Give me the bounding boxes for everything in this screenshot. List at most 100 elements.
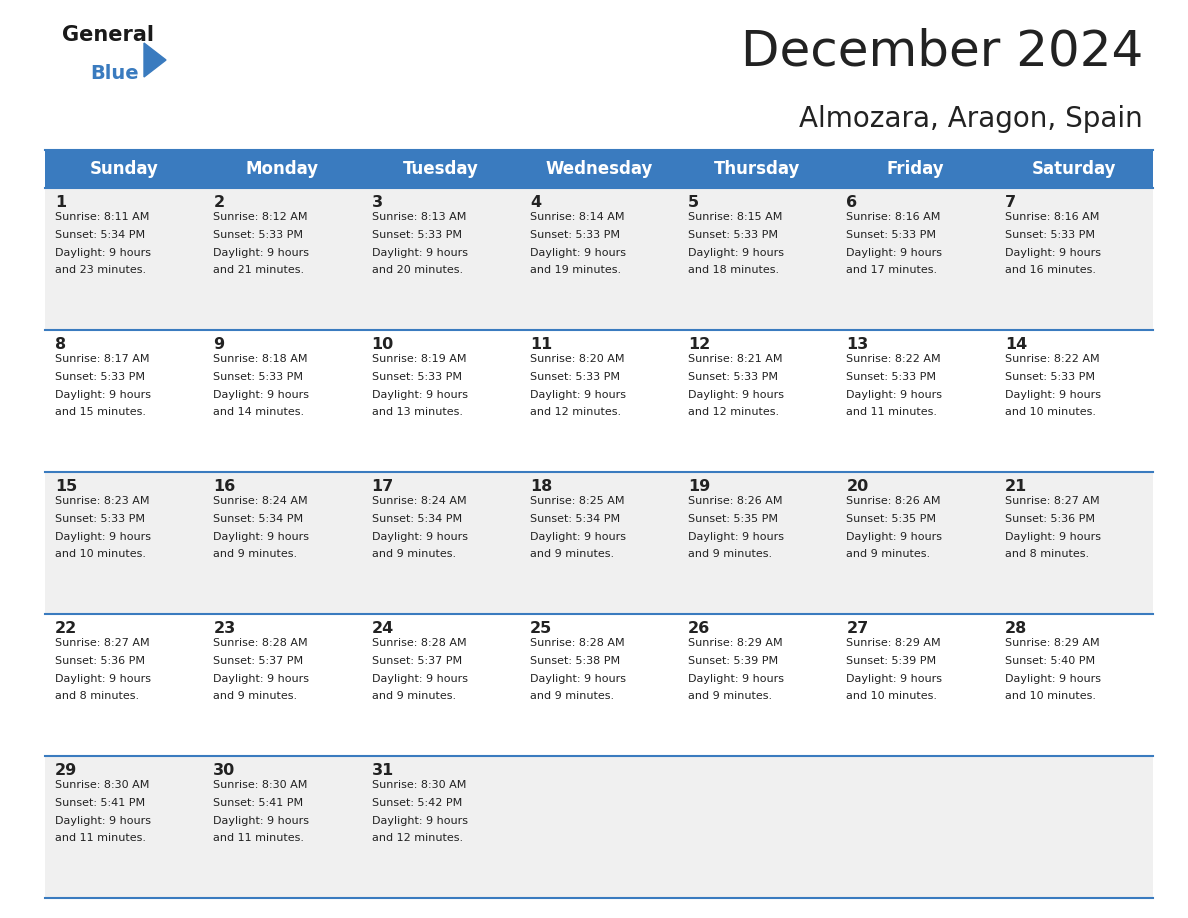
Text: Sunset: 5:39 PM: Sunset: 5:39 PM xyxy=(846,656,936,666)
Text: Sunrise: 8:22 AM: Sunrise: 8:22 AM xyxy=(1005,354,1099,364)
Text: Sunset: 5:39 PM: Sunset: 5:39 PM xyxy=(688,656,778,666)
Text: Sunset: 5:34 PM: Sunset: 5:34 PM xyxy=(214,514,303,524)
Text: Sunrise: 8:28 AM: Sunrise: 8:28 AM xyxy=(530,639,625,648)
Text: Sunset: 5:33 PM: Sunset: 5:33 PM xyxy=(846,372,936,382)
Text: 27: 27 xyxy=(846,621,868,636)
Text: Tuesday: Tuesday xyxy=(403,160,479,178)
Text: Sunset: 5:41 PM: Sunset: 5:41 PM xyxy=(214,798,303,808)
Text: Daylight: 9 hours: Daylight: 9 hours xyxy=(688,389,784,399)
Text: 22: 22 xyxy=(55,621,77,636)
Text: 26: 26 xyxy=(688,621,710,636)
Text: 12: 12 xyxy=(688,337,710,352)
Text: Saturday: Saturday xyxy=(1031,160,1116,178)
Text: Sunset: 5:35 PM: Sunset: 5:35 PM xyxy=(688,514,778,524)
Text: Sunrise: 8:11 AM: Sunrise: 8:11 AM xyxy=(55,212,150,222)
Text: 6: 6 xyxy=(846,195,858,210)
Text: Monday: Monday xyxy=(246,160,320,178)
Text: 30: 30 xyxy=(214,763,235,778)
Text: Daylight: 9 hours: Daylight: 9 hours xyxy=(530,389,626,399)
Bar xyxy=(45,188,1154,330)
Text: Daylight: 9 hours: Daylight: 9 hours xyxy=(214,532,309,542)
Text: Daylight: 9 hours: Daylight: 9 hours xyxy=(372,532,468,542)
Text: Sunset: 5:33 PM: Sunset: 5:33 PM xyxy=(530,230,620,240)
Bar xyxy=(45,150,1154,188)
Text: and 13 minutes.: and 13 minutes. xyxy=(372,407,462,417)
Bar xyxy=(45,756,1154,898)
Text: and 17 minutes.: and 17 minutes. xyxy=(846,265,937,275)
Text: Sunset: 5:33 PM: Sunset: 5:33 PM xyxy=(372,230,462,240)
Text: Sunset: 5:33 PM: Sunset: 5:33 PM xyxy=(214,372,303,382)
Text: Sunrise: 8:22 AM: Sunrise: 8:22 AM xyxy=(846,354,941,364)
Text: and 11 minutes.: and 11 minutes. xyxy=(846,407,937,417)
Text: and 11 minutes.: and 11 minutes. xyxy=(55,833,146,843)
Text: Sunrise: 8:16 AM: Sunrise: 8:16 AM xyxy=(846,212,941,222)
Text: Sunrise: 8:15 AM: Sunrise: 8:15 AM xyxy=(688,212,783,222)
Text: and 9 minutes.: and 9 minutes. xyxy=(530,691,614,701)
Text: Sunrise: 8:13 AM: Sunrise: 8:13 AM xyxy=(372,212,466,222)
Text: and 11 minutes.: and 11 minutes. xyxy=(214,833,304,843)
Text: Daylight: 9 hours: Daylight: 9 hours xyxy=(55,815,151,825)
Text: Daylight: 9 hours: Daylight: 9 hours xyxy=(846,674,942,684)
Text: 19: 19 xyxy=(688,479,710,494)
Text: 20: 20 xyxy=(846,479,868,494)
Text: 18: 18 xyxy=(530,479,552,494)
Text: Sunset: 5:37 PM: Sunset: 5:37 PM xyxy=(372,656,462,666)
Text: Sunrise: 8:24 AM: Sunrise: 8:24 AM xyxy=(372,497,466,507)
Text: Daylight: 9 hours: Daylight: 9 hours xyxy=(688,532,784,542)
Text: Daylight: 9 hours: Daylight: 9 hours xyxy=(846,248,942,258)
Text: Sunset: 5:36 PM: Sunset: 5:36 PM xyxy=(1005,514,1094,524)
Text: Daylight: 9 hours: Daylight: 9 hours xyxy=(214,674,309,684)
Text: Daylight: 9 hours: Daylight: 9 hours xyxy=(372,815,468,825)
Text: and 9 minutes.: and 9 minutes. xyxy=(214,549,297,559)
Text: Sunset: 5:33 PM: Sunset: 5:33 PM xyxy=(846,230,936,240)
Text: 16: 16 xyxy=(214,479,235,494)
Text: Sunrise: 8:24 AM: Sunrise: 8:24 AM xyxy=(214,497,308,507)
Text: Daylight: 9 hours: Daylight: 9 hours xyxy=(214,389,309,399)
Text: 4: 4 xyxy=(530,195,541,210)
Polygon shape xyxy=(144,43,166,77)
Text: and 16 minutes.: and 16 minutes. xyxy=(1005,265,1095,275)
Text: and 21 minutes.: and 21 minutes. xyxy=(214,265,304,275)
Text: Sunrise: 8:27 AM: Sunrise: 8:27 AM xyxy=(1005,497,1099,507)
Text: Blue: Blue xyxy=(90,64,139,83)
Text: 7: 7 xyxy=(1005,195,1016,210)
Text: Sunset: 5:34 PM: Sunset: 5:34 PM xyxy=(55,230,145,240)
Text: 9: 9 xyxy=(214,337,225,352)
Text: General: General xyxy=(62,25,154,45)
Text: Daylight: 9 hours: Daylight: 9 hours xyxy=(530,248,626,258)
Text: and 8 minutes.: and 8 minutes. xyxy=(1005,549,1089,559)
Text: Sunset: 5:33 PM: Sunset: 5:33 PM xyxy=(372,372,462,382)
Text: 21: 21 xyxy=(1005,479,1026,494)
Text: Sunset: 5:33 PM: Sunset: 5:33 PM xyxy=(214,230,303,240)
Text: Sunrise: 8:21 AM: Sunrise: 8:21 AM xyxy=(688,354,783,364)
Text: Sunrise: 8:29 AM: Sunrise: 8:29 AM xyxy=(846,639,941,648)
Text: 28: 28 xyxy=(1005,621,1026,636)
Text: and 10 minutes.: and 10 minutes. xyxy=(1005,407,1095,417)
Text: and 9 minutes.: and 9 minutes. xyxy=(372,691,456,701)
Text: Daylight: 9 hours: Daylight: 9 hours xyxy=(530,674,626,684)
Text: 13: 13 xyxy=(846,337,868,352)
Text: Sunset: 5:33 PM: Sunset: 5:33 PM xyxy=(55,372,145,382)
Text: Sunrise: 8:20 AM: Sunrise: 8:20 AM xyxy=(530,354,625,364)
Text: Sunset: 5:33 PM: Sunset: 5:33 PM xyxy=(530,372,620,382)
Text: and 9 minutes.: and 9 minutes. xyxy=(688,549,772,559)
Text: and 8 minutes.: and 8 minutes. xyxy=(55,691,139,701)
Text: Sunrise: 8:30 AM: Sunrise: 8:30 AM xyxy=(372,780,466,790)
Text: Daylight: 9 hours: Daylight: 9 hours xyxy=(55,674,151,684)
Text: Sunset: 5:41 PM: Sunset: 5:41 PM xyxy=(55,798,145,808)
Text: Sunrise: 8:30 AM: Sunrise: 8:30 AM xyxy=(214,780,308,790)
Text: Sunset: 5:40 PM: Sunset: 5:40 PM xyxy=(1005,656,1095,666)
Text: Sunset: 5:35 PM: Sunset: 5:35 PM xyxy=(846,514,936,524)
Text: Daylight: 9 hours: Daylight: 9 hours xyxy=(846,389,942,399)
Text: Daylight: 9 hours: Daylight: 9 hours xyxy=(55,532,151,542)
Text: 15: 15 xyxy=(55,479,77,494)
Text: 17: 17 xyxy=(372,479,393,494)
Text: Sunset: 5:34 PM: Sunset: 5:34 PM xyxy=(372,514,462,524)
Text: Sunrise: 8:29 AM: Sunrise: 8:29 AM xyxy=(1005,639,1099,648)
Text: Daylight: 9 hours: Daylight: 9 hours xyxy=(372,389,468,399)
Text: and 12 minutes.: and 12 minutes. xyxy=(688,407,779,417)
Text: Sunrise: 8:28 AM: Sunrise: 8:28 AM xyxy=(372,639,466,648)
Text: Sunrise: 8:29 AM: Sunrise: 8:29 AM xyxy=(688,639,783,648)
Text: 23: 23 xyxy=(214,621,235,636)
Text: 25: 25 xyxy=(530,621,552,636)
